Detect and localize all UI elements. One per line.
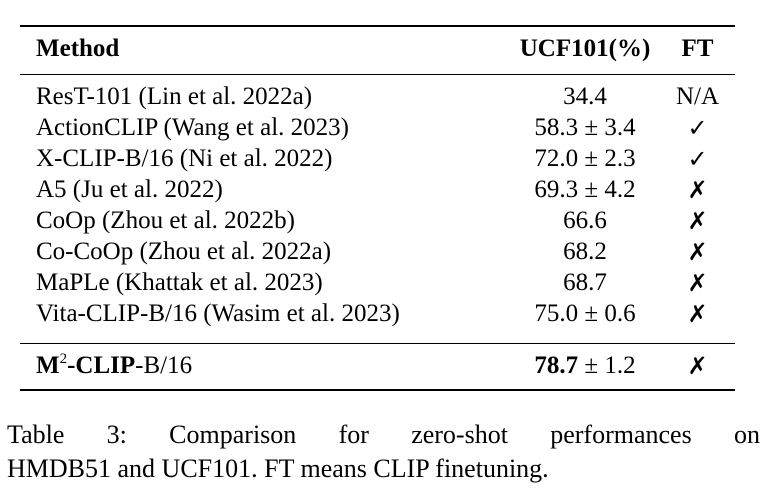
header-row: Method UCF101(%) FT [20, 34, 735, 64]
table-row: ResT-101 (Lin et al. 2022a) 34.4 N/A [20, 82, 735, 112]
table-row: A5 (Ju et al. 2022) 69.3 ± 4.2 ✗ [20, 175, 735, 205]
method-cell: Vita-CLIP-B/16 (Wasim et al. 2023) [36, 300, 400, 327]
cross-icon: ✗ [687, 269, 708, 297]
ours-method-rest: -B/16 [135, 352, 193, 379]
ft-cell: N/A [675, 83, 720, 110]
ucf-cell: 72.0 ± 2.3 [534, 145, 636, 172]
ucf-cell: 69.3 ± 4.2 [534, 176, 636, 203]
ours-method-bold-mid: -CLIP [67, 352, 136, 379]
cross-icon: ✗ [687, 352, 708, 380]
caption-line-1: Table 3: Comparison for zero-shot perfor… [7, 420, 760, 449]
ucf-cell: 68.2 [563, 238, 607, 265]
header-ft: FT [681, 35, 714, 62]
table-row: Co-CoOp (Zhou et al. 2022a) 68.2 ✗ [20, 237, 735, 267]
ours-method-sup: 2 [59, 351, 68, 367]
ours-rule [20, 343, 735, 344]
bottom-rule [20, 389, 735, 391]
cross-icon: ✗ [687, 238, 708, 266]
cross-icon: ✗ [687, 207, 708, 235]
table-row: MaPLe (Khattak et al. 2023) 68.7 ✗ [20, 268, 735, 298]
table-row: ActionCLIP (Wang et al. 2023) 58.3 ± 3.4… [20, 113, 735, 143]
ours-method-bold: M [36, 352, 60, 379]
header-method: Method [36, 35, 120, 62]
cross-icon: ✗ [687, 176, 708, 204]
header-rule [20, 74, 735, 75]
method-cell: X-CLIP-B/16 (Ni et al. 2022) [36, 145, 333, 172]
table-row: X-CLIP-B/16 (Ni et al. 2022) 72.0 ± 2.3 … [20, 144, 735, 174]
method-cell: ActionCLIP (Wang et al. 2023) [36, 114, 349, 141]
ours-ucf-bold: 78.7 [534, 352, 579, 379]
method-cell: A5 (Ju et al. 2022) [36, 176, 223, 203]
table-row: CoOp (Zhou et al. 2022b) 66.6 ✗ [20, 206, 735, 236]
method-cell: Co-CoOp (Zhou et al. 2022a) [36, 238, 332, 265]
ucf-cell: 58.3 ± 3.4 [534, 114, 636, 141]
method-cell: ResT-101 (Lin et al. 2022a) [36, 83, 313, 110]
cross-icon: ✗ [687, 300, 708, 328]
method-cell: CoOp (Zhou et al. 2022b) [36, 207, 295, 234]
ours-ucf-cell: 78.7 ± 1.2 [495, 351, 675, 381]
ours-method-cell: M2-CLIP-B/16 [36, 351, 192, 384]
caption-line-2: HMDB51 and UCF101. FT means CLIP finetun… [7, 454, 549, 483]
table-caption: Table 3: Comparison for zero-shot perfor… [7, 418, 760, 486]
ucf-cell: 34.4 [563, 83, 607, 110]
ours-row: M2-CLIP-B/16 78.7 ± 1.2 ✗ [20, 351, 735, 381]
ucf-cell: 68.7 [563, 269, 607, 296]
top-rule [20, 25, 735, 27]
table-row: Vita-CLIP-B/16 (Wasim et al. 2023) 75.0 … [20, 299, 735, 329]
ucf-cell: 75.0 ± 0.6 [534, 300, 636, 327]
check-icon: ✓ [687, 145, 708, 173]
header-ucf101: UCF101(%) [519, 35, 651, 62]
ours-ucf-rest: ± 1.2 [578, 352, 636, 379]
ucf-cell: 66.6 [563, 207, 607, 234]
check-icon: ✓ [687, 114, 708, 142]
method-cell: MaPLe (Khattak et al. 2023) [36, 269, 323, 296]
